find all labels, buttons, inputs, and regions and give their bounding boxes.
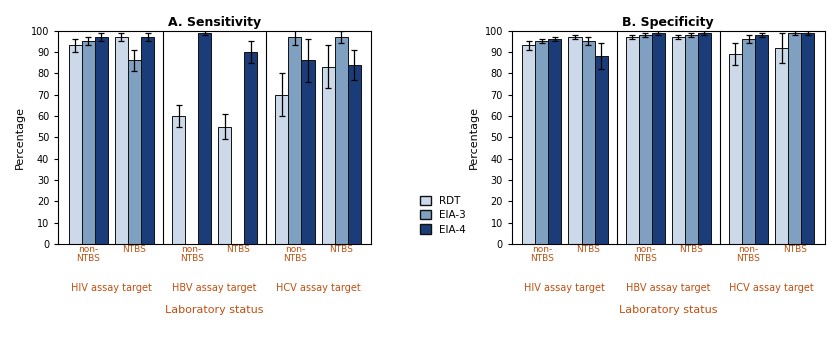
Bar [198,33,212,244]
Bar [288,37,302,244]
Bar [302,60,315,244]
Bar [95,37,107,244]
Bar [82,41,95,244]
Bar [522,45,536,244]
Bar [172,116,185,244]
Bar [218,126,232,244]
Bar [755,35,768,244]
Bar [671,37,685,244]
Bar [788,33,801,244]
Bar [581,41,595,244]
Text: Laboratory status: Laboratory status [619,305,717,315]
Y-axis label: Percentage: Percentage [15,106,25,169]
Bar [244,52,257,244]
Bar [141,37,154,244]
Bar [742,39,755,244]
Text: HCV assay target: HCV assay target [276,283,361,293]
Text: HBV assay target: HBV assay target [626,283,711,293]
Bar [322,67,335,244]
Bar [68,45,82,244]
Bar [651,33,665,244]
Legend: RDT, EIA-3, EIA-4: RDT, EIA-3, EIA-4 [421,196,466,235]
Title: B. Specificity: B. Specificity [622,16,714,29]
Bar [568,37,581,244]
Bar [685,35,698,244]
Y-axis label: Percentage: Percentage [469,106,479,169]
Bar [347,65,361,244]
Bar [536,41,548,244]
Text: HBV assay target: HBV assay target [172,283,257,293]
Bar [729,54,742,244]
Bar [801,33,815,244]
Bar [128,60,141,244]
Text: Laboratory status: Laboratory status [166,305,264,315]
Bar [776,47,788,244]
Text: HIV assay target: HIV assay target [525,283,606,293]
Text: HCV assay target: HCV assay target [729,283,814,293]
Bar [698,33,711,244]
Bar [639,35,651,244]
Bar [276,95,288,244]
Bar [548,39,561,244]
Text: HIV assay target: HIV assay target [71,283,152,293]
Bar [626,37,639,244]
Bar [115,37,128,244]
Title: A. Sensitivity: A. Sensitivity [168,16,262,29]
Bar [335,37,347,244]
Bar [595,56,607,244]
